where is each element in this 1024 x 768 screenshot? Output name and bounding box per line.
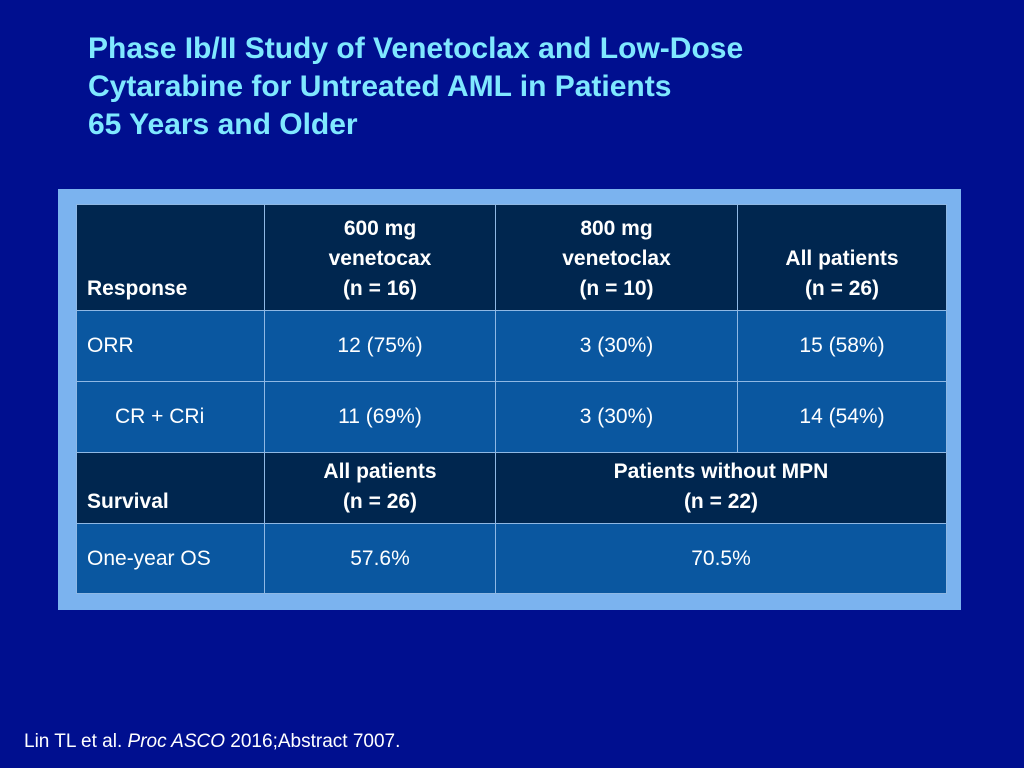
- cell-os-all: 57.6%: [264, 523, 496, 594]
- header-all-line-2: (n = 26): [804, 277, 880, 300]
- cell-cr-all: 14 (54%): [737, 381, 947, 453]
- survival-header-label: Survival: [76, 452, 265, 524]
- header-800mg-line-1: 800 mg: [580, 217, 653, 240]
- citation-journal: Proc ASCO: [127, 731, 226, 752]
- header-mpn-line-2: (n = 22): [683, 490, 759, 513]
- cell-orr-600: 12 (75%): [264, 310, 496, 382]
- table-row-orr: ORR 12 (75%) 3 (30%) 15 (58%): [76, 310, 947, 382]
- header-600mg-line-1: 600 mg: [343, 217, 417, 240]
- table-row-cr-cri: CR + CRi 11 (69%) 3 (30%) 14 (54%): [76, 381, 947, 453]
- table-row-one-year-os: One-year OS 57.6% 70.5%: [76, 523, 947, 594]
- cell-os-without-mpn: 70.5%: [495, 523, 947, 594]
- title-line-2: Cytarabine for Untreated AML in Patients: [88, 70, 672, 103]
- citation-authors: Lin TL et al.: [24, 731, 123, 752]
- header-all-line-1: All patients: [785, 247, 899, 270]
- row-label-orr: ORR: [76, 310, 265, 382]
- results-table: Response 600 mg venetocax (n = 16) 800 m…: [76, 204, 947, 594]
- cell-cr-600: 11 (69%): [264, 381, 496, 453]
- cell-cr-800: 3 (30%): [495, 381, 738, 453]
- row-label-one-year-os: One-year OS: [76, 523, 265, 594]
- title-line-3: 65 Years and Older: [88, 108, 358, 141]
- header-800mg: 800 mg venetoclax (n = 10): [495, 204, 738, 311]
- header-without-mpn: Patients without MPN (n = 22): [495, 452, 947, 524]
- response-header-label: Response: [76, 204, 265, 311]
- header-mpn-line-1: Patients without MPN: [613, 460, 829, 483]
- cell-orr-all: 15 (58%): [737, 310, 947, 382]
- response-header-row: Response 600 mg venetocax (n = 16) 800 m…: [76, 204, 947, 311]
- row-label-cr-cri: CR + CRi: [76, 381, 265, 453]
- header-600mg-line-2: venetocax: [328, 247, 432, 270]
- title-line-1: Phase Ib/II Study of Venetoclax and Low-…: [88, 32, 744, 65]
- header-600mg-line-3: (n = 16): [342, 277, 418, 300]
- citation-rest: 2016;Abstract 7007.: [230, 731, 401, 752]
- citation-footnote: Lin TL et al. Proc ASCO 2016;Abstract 70…: [24, 731, 400, 753]
- survival-header-row: Survival All patients (n = 26) Patients …: [76, 452, 947, 524]
- header-survival-all-line-2: (n = 26): [342, 490, 418, 513]
- header-all-patients: All patients (n = 26): [737, 204, 947, 311]
- header-800mg-line-3: (n = 10): [579, 277, 654, 300]
- header-600mg: 600 mg venetocax (n = 16): [264, 204, 496, 311]
- header-800mg-line-2: venetoclax: [562, 247, 671, 270]
- slide-title: Phase Ib/II Study of Venetoclax and Low-…: [88, 30, 988, 144]
- header-survival-all-line-1: All patients: [323, 460, 437, 483]
- table-frame: Response 600 mg venetocax (n = 16) 800 m…: [58, 189, 961, 610]
- cell-orr-800: 3 (30%): [495, 310, 738, 382]
- header-survival-all: All patients (n = 26): [264, 452, 496, 524]
